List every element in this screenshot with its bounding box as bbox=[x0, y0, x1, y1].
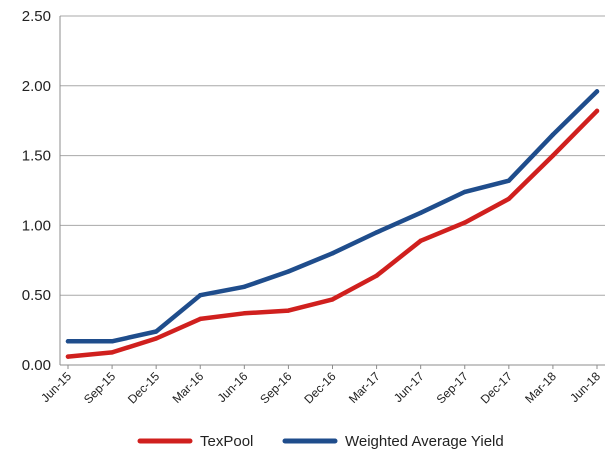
x-tick-label: Dec-17 bbox=[478, 369, 515, 406]
data-point bbox=[507, 179, 511, 183]
axes bbox=[60, 16, 605, 369]
y-tick-label: 0.50 bbox=[22, 287, 51, 304]
data-point bbox=[463, 220, 467, 224]
legend: TexPool Weighted Average Yield bbox=[140, 433, 504, 450]
data-point bbox=[66, 339, 70, 343]
x-tick-label: Jun-18 bbox=[567, 369, 603, 405]
x-tick-label: Jun-16 bbox=[215, 369, 251, 405]
data-point bbox=[595, 89, 599, 93]
data-point bbox=[110, 350, 114, 354]
data-point bbox=[463, 190, 467, 194]
x-tick-label: Mar-17 bbox=[346, 369, 383, 406]
data-point bbox=[418, 211, 422, 215]
data-point bbox=[66, 354, 70, 358]
data-point bbox=[198, 293, 202, 297]
data-point bbox=[507, 197, 511, 201]
x-tick-label: Dec-15 bbox=[125, 369, 162, 406]
data-point bbox=[242, 285, 246, 289]
series-line-weighted-average-yield bbox=[68, 91, 597, 341]
y-tick-label: 2.50 bbox=[22, 8, 51, 25]
data-point bbox=[374, 230, 378, 234]
data-point bbox=[418, 239, 422, 243]
x-tick-label: Sep-17 bbox=[434, 369, 471, 406]
y-tick-label: 1.50 bbox=[22, 148, 51, 165]
y-tick-label: 2.00 bbox=[22, 78, 51, 95]
series-lines bbox=[66, 89, 599, 359]
data-point bbox=[330, 251, 334, 255]
x-tick-label: Sep-16 bbox=[257, 369, 294, 406]
legend-label: TexPool bbox=[200, 433, 253, 450]
data-point bbox=[154, 329, 158, 333]
x-tick-label: Jun-17 bbox=[391, 369, 427, 405]
data-point bbox=[198, 317, 202, 321]
data-point bbox=[242, 311, 246, 315]
data-point bbox=[286, 308, 290, 312]
data-point bbox=[551, 153, 555, 157]
x-tick-label: Mar-18 bbox=[522, 369, 559, 406]
data-point bbox=[110, 339, 114, 343]
y-axis-ticks: 0.00 0.50 1.00 1.50 2.00 2.50 bbox=[22, 8, 51, 374]
data-point bbox=[330, 297, 334, 301]
x-tick-label: Dec-16 bbox=[301, 369, 338, 406]
x-axis-ticks: Jun-15 Sep-15 Dec-15 Mar-16 Jun-16 Sep-16 Dec-… bbox=[38, 369, 603, 406]
legend-label: Weighted Average Yield bbox=[345, 433, 504, 450]
x-tick-label: Jun-15 bbox=[38, 369, 74, 405]
data-point bbox=[551, 132, 555, 136]
data-point bbox=[374, 273, 378, 277]
x-tick-label: Sep-15 bbox=[81, 369, 118, 406]
data-point bbox=[286, 269, 290, 273]
series-line-texpool bbox=[68, 111, 597, 357]
x-tick-label: Mar-16 bbox=[170, 369, 207, 406]
y-tick-label: 1.00 bbox=[22, 217, 51, 234]
data-point bbox=[154, 336, 158, 340]
data-point bbox=[595, 109, 599, 113]
y-tick-label: 0.00 bbox=[22, 357, 51, 374]
